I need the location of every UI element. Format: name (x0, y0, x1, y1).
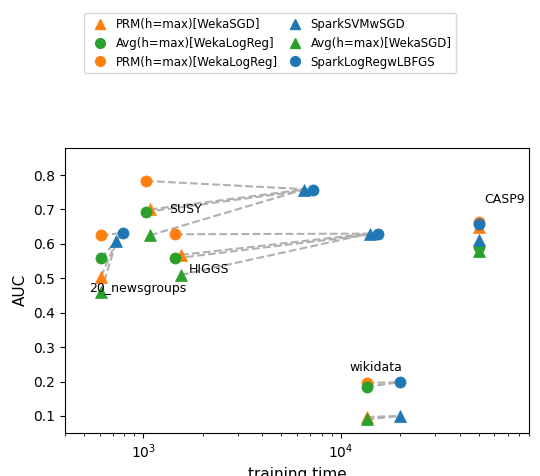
Text: HIGGS: HIGGS (189, 263, 230, 276)
Text: SUSY: SUSY (169, 203, 202, 216)
Text: CASP9: CASP9 (484, 193, 524, 206)
X-axis label: training time: training time (248, 467, 346, 476)
Text: 20_newsgroups: 20_newsgroups (89, 282, 186, 295)
Y-axis label: AUC: AUC (12, 274, 28, 307)
Text: wikidata: wikidata (349, 361, 402, 374)
Legend: PRM(h=max)[WekaSGD], Avg(h=max)[WekaLogReg], PRM(h=max)[WekaLogReg], SparkSVMwSG: PRM(h=max)[WekaSGD], Avg(h=max)[WekaLogR… (84, 13, 456, 73)
